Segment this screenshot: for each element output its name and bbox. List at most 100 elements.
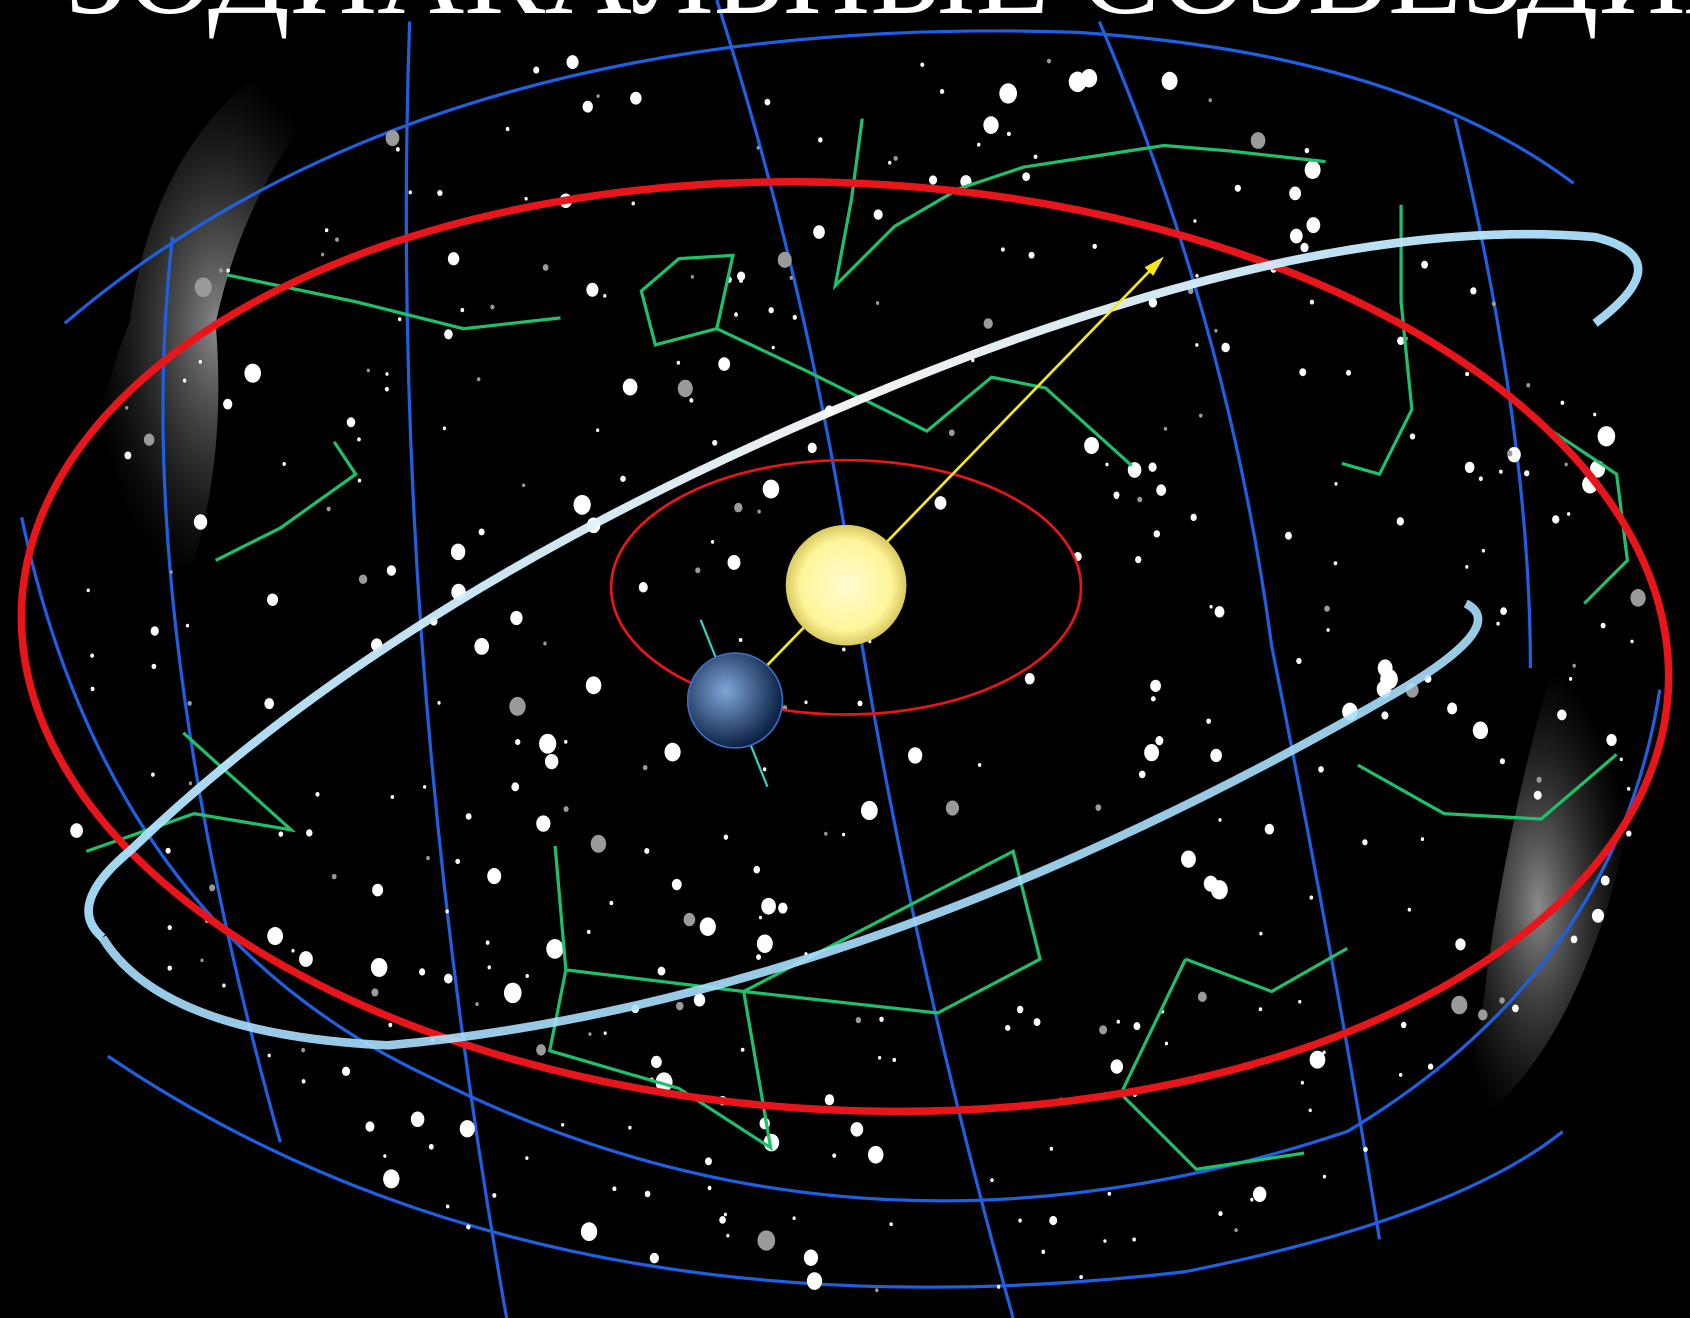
star	[151, 772, 155, 777]
star	[1381, 711, 1389, 720]
star	[1234, 184, 1241, 192]
star	[888, 160, 892, 165]
star	[474, 637, 490, 655]
star	[1150, 696, 1156, 702]
star	[655, 1072, 673, 1093]
star	[315, 791, 320, 797]
star	[676, 360, 681, 365]
star	[437, 189, 443, 197]
star	[1318, 766, 1324, 773]
star	[1470, 287, 1477, 295]
star	[762, 767, 767, 772]
star	[1455, 938, 1466, 951]
star	[169, 570, 173, 574]
star	[737, 271, 746, 281]
star	[395, 147, 400, 152]
star	[1068, 71, 1087, 93]
star	[1164, 1041, 1169, 1046]
star	[1567, 512, 1571, 516]
star	[143, 433, 155, 446]
star	[945, 800, 960, 816]
star	[1234, 1228, 1238, 1233]
star	[860, 800, 878, 821]
star	[536, 1044, 547, 1056]
star	[756, 954, 762, 960]
star	[1016, 1005, 1024, 1014]
star	[390, 795, 395, 799]
star	[726, 1233, 730, 1238]
star	[561, 1122, 565, 1127]
star	[718, 357, 731, 371]
star	[1499, 997, 1505, 1004]
star	[1218, 1210, 1223, 1217]
star	[603, 1031, 607, 1036]
star	[563, 806, 569, 812]
star	[1298, 999, 1302, 1004]
star	[299, 951, 313, 967]
star	[842, 647, 846, 652]
star	[1564, 462, 1568, 467]
star	[487, 867, 502, 885]
star	[1409, 433, 1416, 440]
star	[677, 379, 693, 398]
star	[198, 359, 202, 364]
star	[1264, 823, 1275, 835]
star	[1333, 561, 1338, 566]
star	[804, 700, 808, 705]
star	[383, 1154, 387, 1158]
star	[813, 225, 825, 239]
star	[723, 1212, 727, 1217]
star	[385, 372, 389, 376]
star	[437, 701, 441, 705]
star	[1533, 790, 1542, 800]
star	[282, 462, 286, 466]
star	[539, 733, 557, 754]
star	[371, 988, 379, 997]
star	[1465, 565, 1469, 569]
star	[649, 1252, 659, 1264]
star	[1630, 639, 1634, 644]
star	[1398, 1072, 1403, 1077]
star	[365, 1121, 375, 1132]
star	[167, 925, 172, 931]
star	[841, 832, 846, 837]
star	[1420, 837, 1425, 842]
star	[1198, 413, 1203, 418]
star	[1296, 657, 1302, 665]
star	[1507, 450, 1513, 457]
star	[426, 855, 430, 861]
star	[223, 398, 233, 410]
star	[756, 934, 773, 953]
star	[1132, 1237, 1136, 1242]
star	[939, 89, 945, 94]
star	[90, 686, 95, 692]
star	[710, 540, 715, 544]
star	[1322, 1174, 1327, 1179]
star	[622, 378, 638, 396]
star	[357, 437, 361, 442]
star	[630, 91, 642, 105]
star	[1499, 469, 1503, 474]
star	[1092, 243, 1097, 249]
star	[1334, 481, 1338, 486]
star	[525, 974, 529, 978]
star	[712, 439, 718, 446]
earth	[686, 652, 784, 749]
star	[167, 965, 172, 971]
star	[757, 509, 761, 514]
star	[1161, 71, 1178, 91]
star	[1285, 531, 1292, 540]
star	[1033, 1018, 1041, 1027]
star	[586, 929, 591, 935]
star	[756, 145, 760, 150]
star	[182, 378, 187, 383]
star	[818, 137, 823, 143]
star	[1300, 242, 1309, 253]
star	[378, 888, 382, 893]
star	[151, 663, 157, 670]
star	[1397, 336, 1405, 346]
star	[651, 1055, 662, 1069]
star	[920, 62, 925, 68]
star	[1557, 709, 1567, 721]
